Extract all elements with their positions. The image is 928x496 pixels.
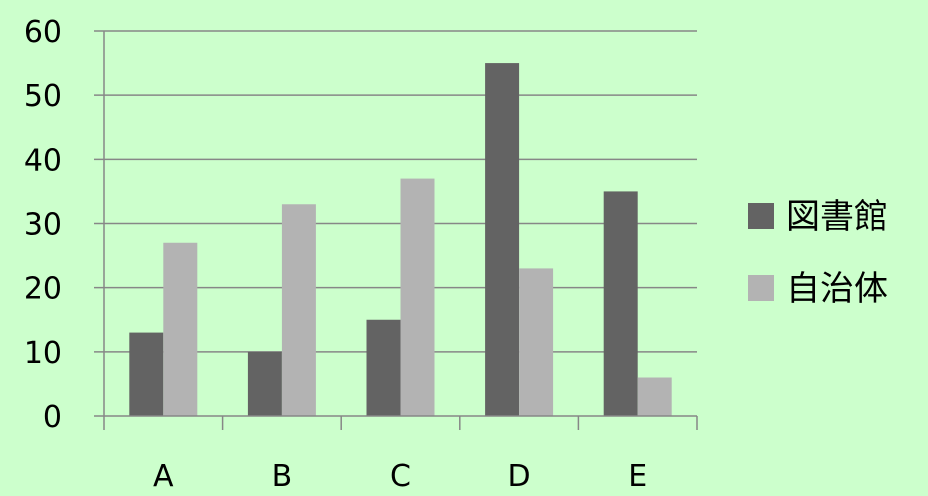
x-tick-label: B: [272, 459, 293, 494]
x-tick-label: D: [508, 459, 531, 494]
x-tick-label: C: [390, 459, 411, 494]
legend-label-2: 自治体: [786, 269, 888, 309]
legend-swatch-1: [748, 203, 774, 229]
x-tick-label: E: [628, 459, 647, 494]
bar-A-series-2: [163, 242, 198, 416]
x-tick-labels: A B C D E: [153, 459, 647, 494]
y-tick-label: 50: [24, 79, 62, 114]
bar-B-series-2: [281, 204, 316, 416]
x-tick-label: A: [153, 459, 174, 494]
y-tick-label: 0: [43, 400, 62, 435]
bar-B-series-1: [247, 351, 282, 416]
axes: [94, 31, 698, 430]
bar-D-series-2: [519, 268, 554, 416]
bar-D-series-1: [485, 63, 520, 416]
bar-C-series-2: [400, 178, 435, 416]
bar-A-series-1: [129, 332, 164, 416]
y-tick-label: 20: [24, 272, 62, 307]
bar-C-series-1: [366, 319, 401, 416]
y-tick-label: 60: [24, 15, 62, 50]
bar-E-series-2: [637, 377, 672, 416]
y-tick-label: 40: [24, 143, 62, 178]
y-tick-labels: 0 10 20 30 40 50 60: [24, 15, 62, 435]
legend-label-1: 図書館: [786, 197, 888, 237]
y-tick-label: 30: [24, 208, 62, 243]
y-tick-label: 10: [24, 336, 62, 371]
legend-swatch-2: [748, 275, 774, 301]
bar-E-series-1: [603, 191, 638, 416]
bars: [129, 63, 672, 416]
